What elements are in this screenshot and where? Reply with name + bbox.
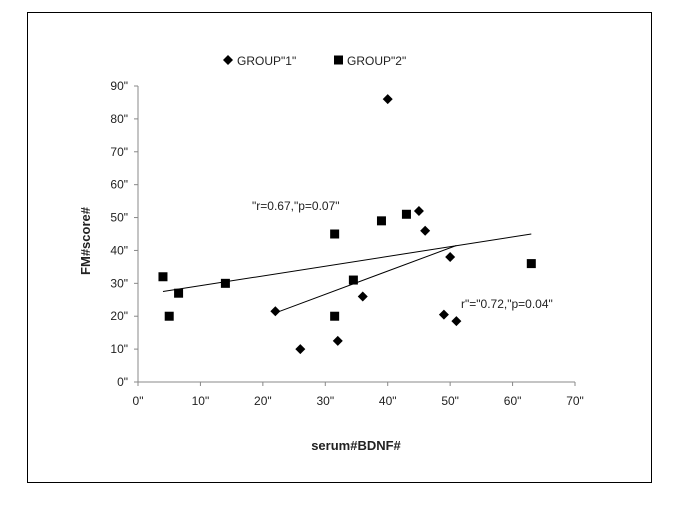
y-tick-label: 20"	[110, 309, 128, 323]
y-tick-label: 30"	[110, 276, 128, 290]
point-group-1	[270, 306, 281, 317]
point-group-1	[295, 344, 306, 355]
point-group-2	[348, 275, 358, 285]
y-tick-label: 80"	[110, 112, 128, 126]
y-tick-label: 40"	[110, 243, 128, 257]
y-tick-label: 60"	[110, 178, 128, 192]
y-tick-label: 0"	[117, 375, 128, 389]
annotation-group-1: r"="0.72,"p=0.04"	[461, 297, 553, 311]
point-group-1	[438, 309, 449, 320]
legend-label-group-1: GROUP"1"	[237, 54, 296, 68]
point-group-2	[158, 272, 168, 282]
x-tick-label: 20"	[254, 394, 272, 408]
x-tick-label: 30"	[316, 394, 334, 408]
point-group-1	[420, 225, 431, 236]
point-group-1	[332, 335, 343, 346]
x-tick-label: 60"	[504, 394, 522, 408]
y-tick-label: 90"	[110, 79, 128, 93]
point-group-2	[220, 278, 230, 288]
chart-frame: 0" 10" 20" 30" 40" 50" 60" 70" 0" 10" 20" 30" 40" 50…	[27, 12, 652, 483]
axes	[137, 86, 575, 383]
legend: GROUP"1" GROUP"2"	[223, 54, 406, 68]
x-tick-labels: 0" 10" 20" 30" 40" 50" 60" 70"	[133, 382, 584, 408]
point-group-2	[174, 288, 184, 298]
x-axis-label: serum#BDNF#	[311, 438, 401, 453]
point-group-2	[526, 259, 536, 269]
point-group-2	[164, 311, 174, 321]
scatter-chart: 0" 10" 20" 30" 40" 50" 60" 70" 0" 10" 20" 30" 40" 50…	[78, 54, 584, 453]
x-tick-label: 50"	[441, 394, 459, 408]
trendline-group-1	[275, 245, 457, 314]
legend-marker-group-2	[334, 55, 343, 65]
data-points	[158, 94, 536, 355]
legend-marker-group-1	[223, 55, 233, 65]
point-group-1	[445, 252, 456, 263]
point-group-1	[413, 205, 424, 216]
legend-label-group-2: GROUP"2"	[347, 54, 406, 68]
point-group-2	[401, 209, 411, 219]
point-group-2	[330, 229, 340, 239]
point-group-1	[382, 94, 393, 105]
y-tick-label: 70"	[110, 145, 128, 159]
point-group-2	[376, 216, 386, 226]
x-tick-label: 0"	[133, 394, 144, 408]
y-tick-label: 10"	[110, 342, 128, 356]
x-tick-label: 40"	[379, 394, 397, 408]
y-tick-labels: 0" 10" 20" 30" 40" 50" 60" 70" 80" 90"	[110, 79, 138, 389]
trendline-group-2	[162, 233, 532, 293]
annotation-group-2: "r=0.67,"p=0.07"	[252, 199, 340, 213]
x-tick-label: 10"	[192, 394, 210, 408]
point-group-2	[330, 311, 340, 321]
y-axis-label: FM#score#	[78, 206, 93, 275]
point-group-1	[357, 291, 368, 302]
x-tick-label: 70"	[566, 394, 584, 408]
y-tick-label: 50"	[110, 211, 128, 225]
point-group-1	[451, 316, 462, 327]
